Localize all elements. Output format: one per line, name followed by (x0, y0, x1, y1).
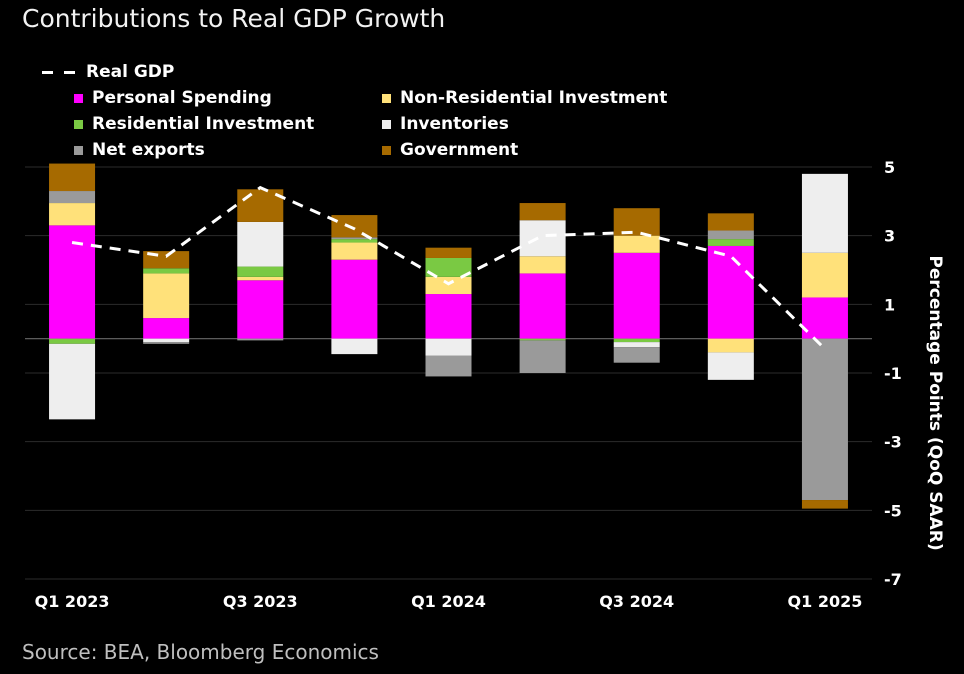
x-tick-label: Q1 2025 (788, 592, 863, 611)
bar-segment (801, 500, 848, 509)
legend-label: Inventories (400, 114, 509, 134)
bar-segment (331, 242, 378, 260)
bar-segment (143, 273, 190, 319)
bar-segment (613, 235, 660, 253)
bar-segment (49, 203, 96, 226)
bar-segment (331, 239, 378, 243)
x-tick-label: Q3 2024 (599, 592, 674, 611)
bar-segment (425, 247, 472, 258)
x-tick-label: Q1 2023 (35, 592, 110, 611)
bar-segment (237, 338, 284, 341)
legend-residential-investment: Residential Investment (74, 114, 314, 134)
legend-swatch (74, 93, 83, 103)
bar-segment (425, 355, 472, 377)
bar-segment (801, 297, 848, 339)
y-tick-label: 5 (884, 158, 895, 177)
bar-segment (707, 338, 754, 353)
chart-legend: Real GDP Personal Spending Non-Residenti… (40, 62, 740, 166)
bar-segment (801, 338, 848, 501)
bar-segment (707, 230, 754, 240)
bar-segment (519, 220, 566, 257)
legend-real-gdp: Real GDP (40, 62, 174, 82)
y-tick-label: 3 (884, 227, 895, 246)
bar-segment (519, 273, 566, 339)
bar-segment (237, 276, 284, 281)
legend-label: Non-Residential Investment (400, 88, 668, 108)
chart-title: Contributions to Real GDP Growth (22, 4, 446, 33)
legend-government: Government (382, 140, 518, 160)
legend-label: Government (400, 140, 519, 160)
bar-segment (613, 347, 660, 363)
bar-segment (425, 294, 472, 339)
bar-segment (801, 252, 848, 298)
bar-segment (707, 239, 754, 246)
bar-segment (143, 342, 190, 344)
legend-non-residential-investment: Non-Residential Investment (382, 88, 667, 108)
bar-segment (801, 173, 848, 253)
real-gdp-line (71, 185, 826, 351)
legend-swatch (382, 93, 391, 103)
x-tick-label: Q3 2023 (223, 592, 298, 611)
y-tick-label: -1 (884, 364, 902, 383)
bar-segment (237, 280, 284, 339)
bar-segment (613, 252, 660, 339)
legend-inventories: Inventories (382, 114, 509, 134)
bar-segment (425, 276, 472, 295)
source-note: Source: BEA, Bloomberg Economics (22, 640, 379, 664)
legend-label: Net exports (92, 140, 205, 160)
bar-segment (613, 338, 660, 343)
bar-segment (613, 342, 660, 348)
y-tick-label: -3 (884, 433, 902, 452)
legend-personal-spending: Personal Spending (74, 88, 272, 108)
bar-segment (49, 191, 96, 204)
bar-segment (425, 257, 472, 277)
bar-segment (519, 203, 566, 221)
bar-segment (237, 266, 284, 277)
legend-swatch (382, 119, 391, 129)
legend-label: Residential Investment (92, 114, 315, 134)
bar-segment (331, 259, 378, 339)
bar-segment (143, 318, 190, 339)
bar-segment (49, 338, 96, 344)
y-tick-label: -5 (884, 501, 902, 520)
bar-segment (143, 338, 190, 343)
bar-segment (237, 221, 284, 267)
legend-label: Real GDP (86, 62, 175, 82)
y-axis-label: Percentage Points (QoQ SAAR) (925, 255, 945, 550)
dash-line-icon (40, 66, 78, 78)
bar-segment (331, 237, 378, 240)
bar-segment (707, 213, 754, 231)
bar-segment (707, 352, 754, 380)
bar-segment (519, 256, 566, 274)
bar-segment (49, 225, 96, 339)
bar-segment (49, 343, 96, 420)
bar-segment (519, 340, 566, 373)
y-tick-label: 1 (884, 295, 895, 314)
legend-swatch (382, 145, 391, 155)
bar-segment (331, 338, 378, 355)
legend-label: Personal Spending (92, 88, 272, 108)
bar-segment (613, 208, 660, 236)
y-tick-label: -7 (884, 570, 902, 589)
legend-net-exports: Net exports (74, 140, 205, 160)
legend-swatch (74, 145, 83, 155)
bar-segment (331, 215, 378, 238)
bar-segment (425, 338, 472, 356)
bar-segment (143, 268, 190, 274)
bar-segment (707, 245, 754, 339)
bar-segment (49, 163, 96, 192)
legend-swatch (74, 119, 83, 129)
bar-segment (519, 338, 566, 341)
x-tick-label: Q1 2024 (411, 592, 486, 611)
